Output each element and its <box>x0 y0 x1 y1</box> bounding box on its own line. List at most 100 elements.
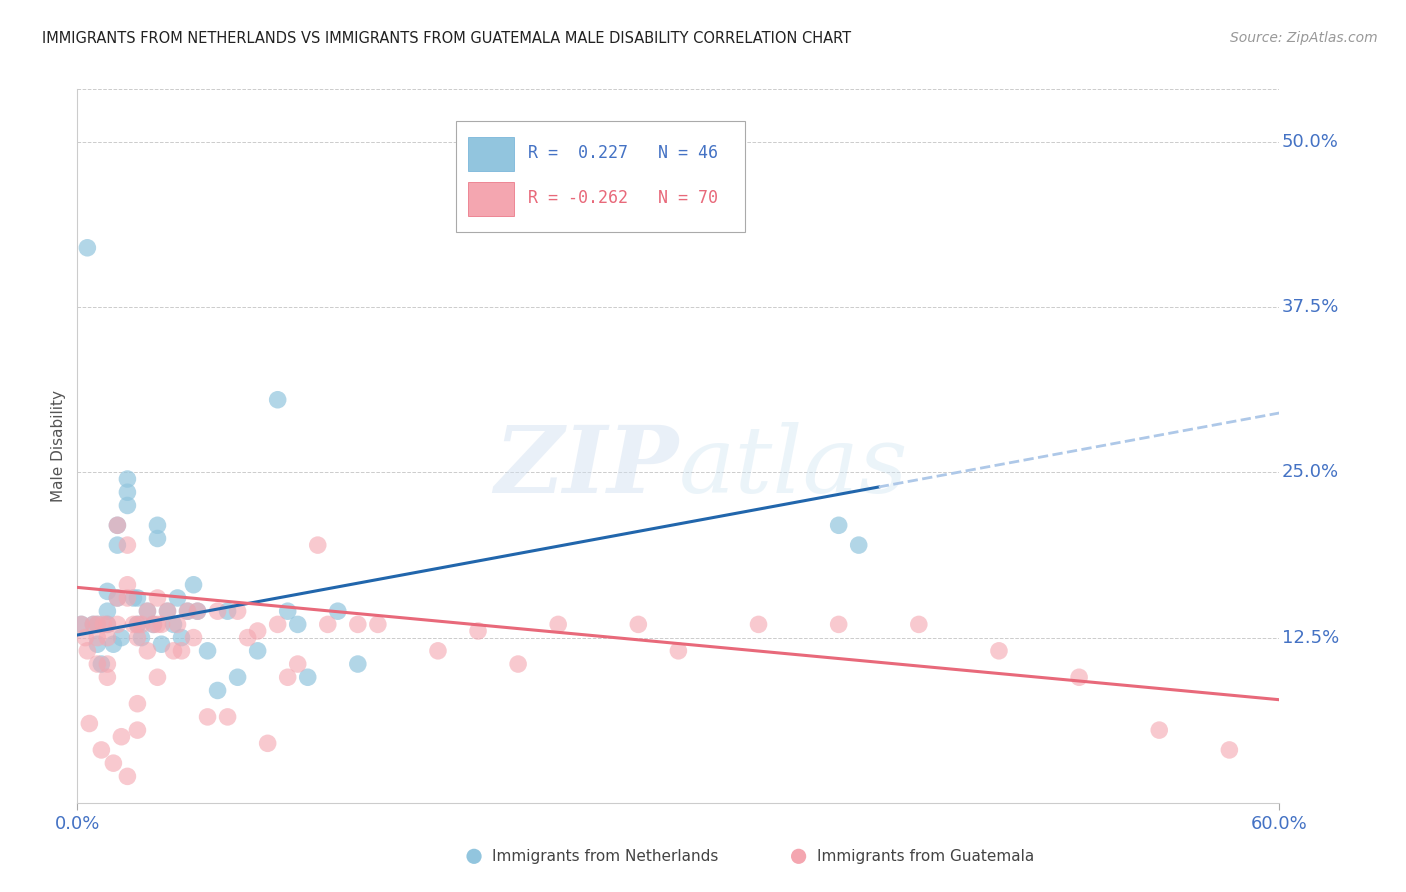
Point <box>170 631 193 645</box>
Point <box>150 637 173 651</box>
Point <box>828 518 851 533</box>
Point <box>156 604 179 618</box>
Point <box>127 617 149 632</box>
Point <box>107 518 129 533</box>
Point <box>96 617 118 632</box>
Point <box>186 604 209 618</box>
Point <box>70 617 93 632</box>
Point <box>96 631 118 645</box>
Point <box>90 657 112 671</box>
Point <box>107 617 129 632</box>
Point <box>96 670 118 684</box>
Point <box>146 670 169 684</box>
Point <box>131 631 153 645</box>
Point <box>1218 743 1240 757</box>
Text: atlas: atlas <box>679 423 908 512</box>
Point <box>146 617 169 632</box>
Point <box>117 769 139 783</box>
Point <box>162 617 184 632</box>
Point <box>107 591 129 605</box>
Point <box>217 604 239 618</box>
Point <box>107 538 129 552</box>
Point <box>107 518 129 533</box>
Point <box>96 584 118 599</box>
Text: Source: ZipAtlas.com: Source: ZipAtlas.com <box>1230 31 1378 45</box>
Point <box>226 670 249 684</box>
Point <box>86 631 108 645</box>
Point <box>908 617 931 632</box>
Point <box>1069 670 1091 684</box>
Point <box>127 591 149 605</box>
Point <box>117 499 139 513</box>
Text: R = -0.262   N = 70: R = -0.262 N = 70 <box>529 189 718 207</box>
Point <box>217 710 239 724</box>
Point <box>127 631 149 645</box>
Point <box>117 472 139 486</box>
Point <box>86 617 108 632</box>
Point <box>79 716 101 731</box>
Point <box>508 657 530 671</box>
Point <box>93 617 115 632</box>
Point <box>297 670 319 684</box>
Point <box>122 591 145 605</box>
Point <box>748 617 770 632</box>
Point <box>988 644 1011 658</box>
Point <box>347 657 370 671</box>
Point <box>146 591 169 605</box>
Point <box>207 604 229 618</box>
Point <box>170 644 193 658</box>
Point <box>367 617 389 632</box>
Point <box>267 392 290 407</box>
Text: ZIP: ZIP <box>494 423 679 512</box>
Point <box>103 637 125 651</box>
Point <box>110 631 132 645</box>
Point <box>110 730 132 744</box>
Point <box>156 604 179 618</box>
Point <box>117 578 139 592</box>
Point <box>122 617 145 632</box>
Point <box>142 617 165 632</box>
Point <box>150 617 173 632</box>
FancyBboxPatch shape <box>468 182 513 216</box>
Point <box>86 637 108 651</box>
Text: 37.5%: 37.5% <box>1282 298 1340 317</box>
Text: Immigrants from Guatemala: Immigrants from Guatemala <box>817 849 1033 863</box>
Point <box>136 644 159 658</box>
Point <box>96 657 118 671</box>
Text: IMMIGRANTS FROM NETHERLANDS VS IMMIGRANTS FROM GUATEMALA MALE DISABILITY CORRELA: IMMIGRANTS FROM NETHERLANDS VS IMMIGRANT… <box>42 31 851 46</box>
Y-axis label: Male Disability: Male Disability <box>51 390 66 502</box>
Point <box>287 617 309 632</box>
Point <box>127 697 149 711</box>
Point <box>197 710 219 724</box>
Point <box>467 624 489 638</box>
Point <box>90 743 112 757</box>
Point <box>70 617 93 632</box>
Point <box>162 644 184 658</box>
Point <box>668 644 690 658</box>
Point <box>326 604 349 618</box>
Point <box>347 617 370 632</box>
Point <box>828 617 851 632</box>
Point <box>256 736 278 750</box>
Point <box>86 617 108 632</box>
Point <box>176 604 198 618</box>
Point <box>117 538 139 552</box>
Point <box>307 538 329 552</box>
Point <box>207 683 229 698</box>
Point <box>117 591 139 605</box>
Point <box>197 644 219 658</box>
Point <box>183 578 205 592</box>
Point <box>96 617 118 632</box>
Point <box>287 657 309 671</box>
Point <box>103 756 125 771</box>
Text: R =  0.227   N = 46: R = 0.227 N = 46 <box>529 145 718 162</box>
Point <box>146 532 169 546</box>
Point <box>86 657 108 671</box>
Point <box>127 723 149 738</box>
Point <box>267 617 290 632</box>
Text: 50.0%: 50.0% <box>1282 133 1339 151</box>
Point <box>142 617 165 632</box>
Point <box>1149 723 1171 738</box>
Point <box>627 617 650 632</box>
Point <box>131 617 153 632</box>
